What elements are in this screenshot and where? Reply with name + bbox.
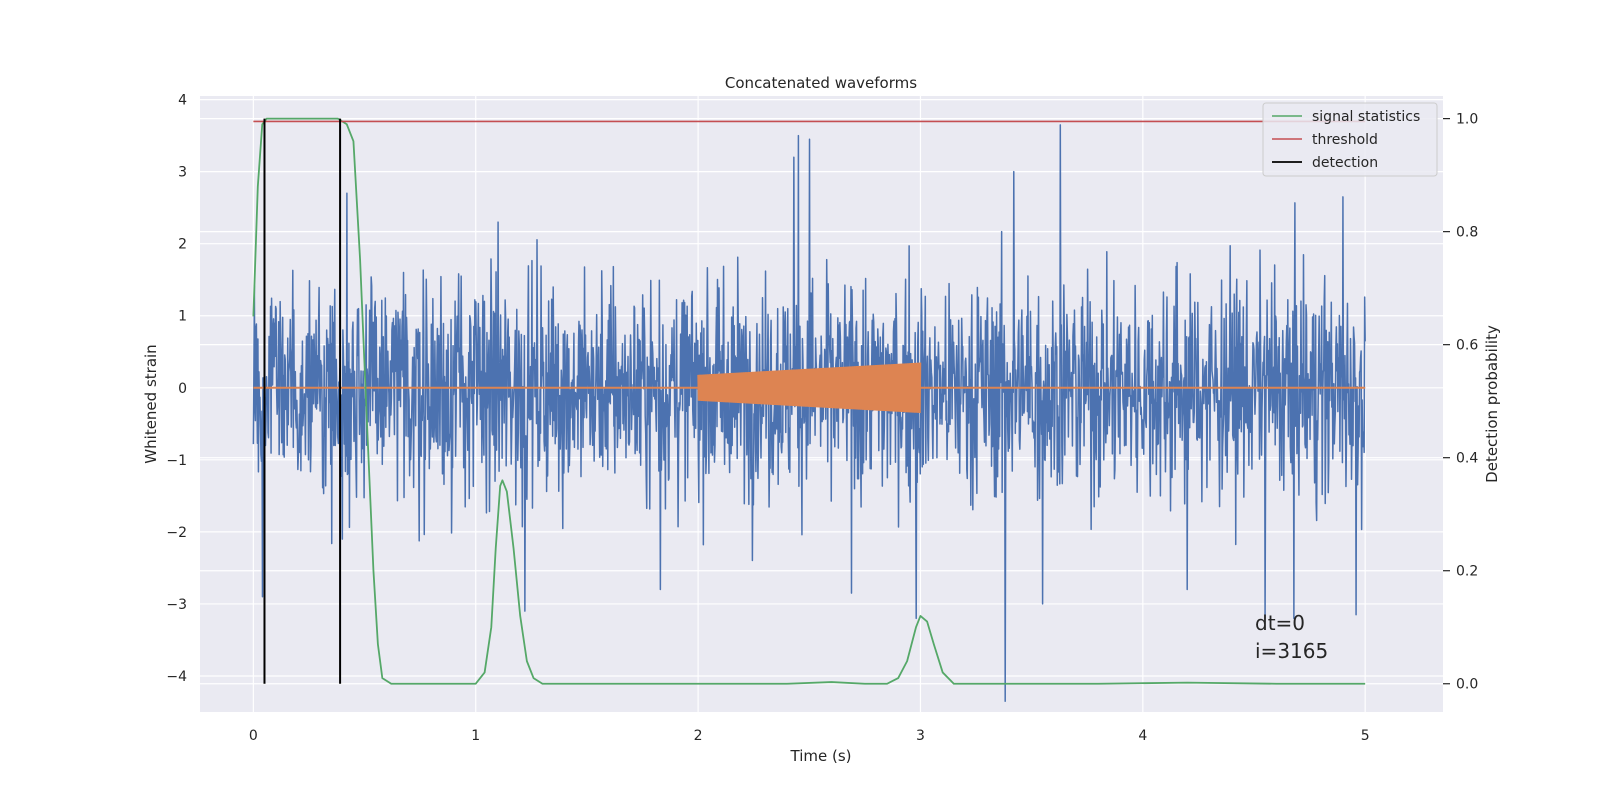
- chart-title: Concatenated waveforms: [725, 74, 917, 92]
- legend-label-signal-statistics: signal statistics: [1312, 109, 1420, 125]
- legend-box: [1262, 102, 1438, 177]
- x-tick-label: 5: [1361, 728, 1370, 744]
- y2-axis-label: Detection probability: [1483, 325, 1501, 483]
- y-tick-label: 2: [178, 237, 187, 253]
- y2-tick-label: 0.6: [1456, 338, 1478, 354]
- y-tick-label: 4: [178, 93, 187, 109]
- legend: signal statistics threshold detection: [1262, 102, 1438, 177]
- x-tick-label: 4: [1138, 728, 1147, 744]
- y-tick-label: 0: [178, 381, 187, 397]
- legend-label-detection: detection: [1312, 155, 1378, 171]
- y2-tick-label: 0.0: [1456, 677, 1478, 693]
- legend-label-threshold: threshold: [1312, 132, 1378, 148]
- detection-series: [263, 118, 342, 684]
- y2-tick-label: 0.4: [1456, 451, 1478, 467]
- annotation-index: i=3165: [1255, 639, 1328, 663]
- x-axis-label: Time (s): [790, 747, 852, 765]
- injection-chirp: [697, 362, 922, 413]
- y2-tick-label: 0.2: [1456, 564, 1478, 580]
- annotation-dt: dt=0: [1255, 611, 1305, 635]
- y-tick-label: −1: [166, 453, 187, 469]
- signal-statistics-line: [252, 117, 1366, 685]
- y-tick-label: 1: [178, 309, 187, 325]
- y-tick-label: 3: [178, 165, 187, 181]
- x-tick-label: 0: [249, 728, 258, 744]
- x-tick-label: 2: [694, 728, 703, 744]
- axes: 0 1 2 3 4 5 4 3 2 1 0 −1 −2 −3 −4 1.0 0.8 0.6 0.4 0.2 0.0: [166, 93, 1478, 744]
- y-tick-label: −2: [166, 525, 187, 541]
- x-tick-label: 3: [916, 728, 925, 744]
- x-tick-label: 1: [471, 728, 480, 744]
- injection-series: [253, 362, 1366, 413]
- y-tick-label: −3: [166, 597, 187, 613]
- y-tick-label: −4: [166, 669, 187, 685]
- y2-tick-label: 1.0: [1456, 112, 1478, 128]
- noise-series: [252, 124, 1366, 702]
- y2-tick-label: 0.8: [1456, 225, 1478, 241]
- noise-line: [252, 124, 1366, 702]
- y-axis-label: Whitened strain: [142, 344, 160, 463]
- signal-statistics-series: [252, 117, 1366, 685]
